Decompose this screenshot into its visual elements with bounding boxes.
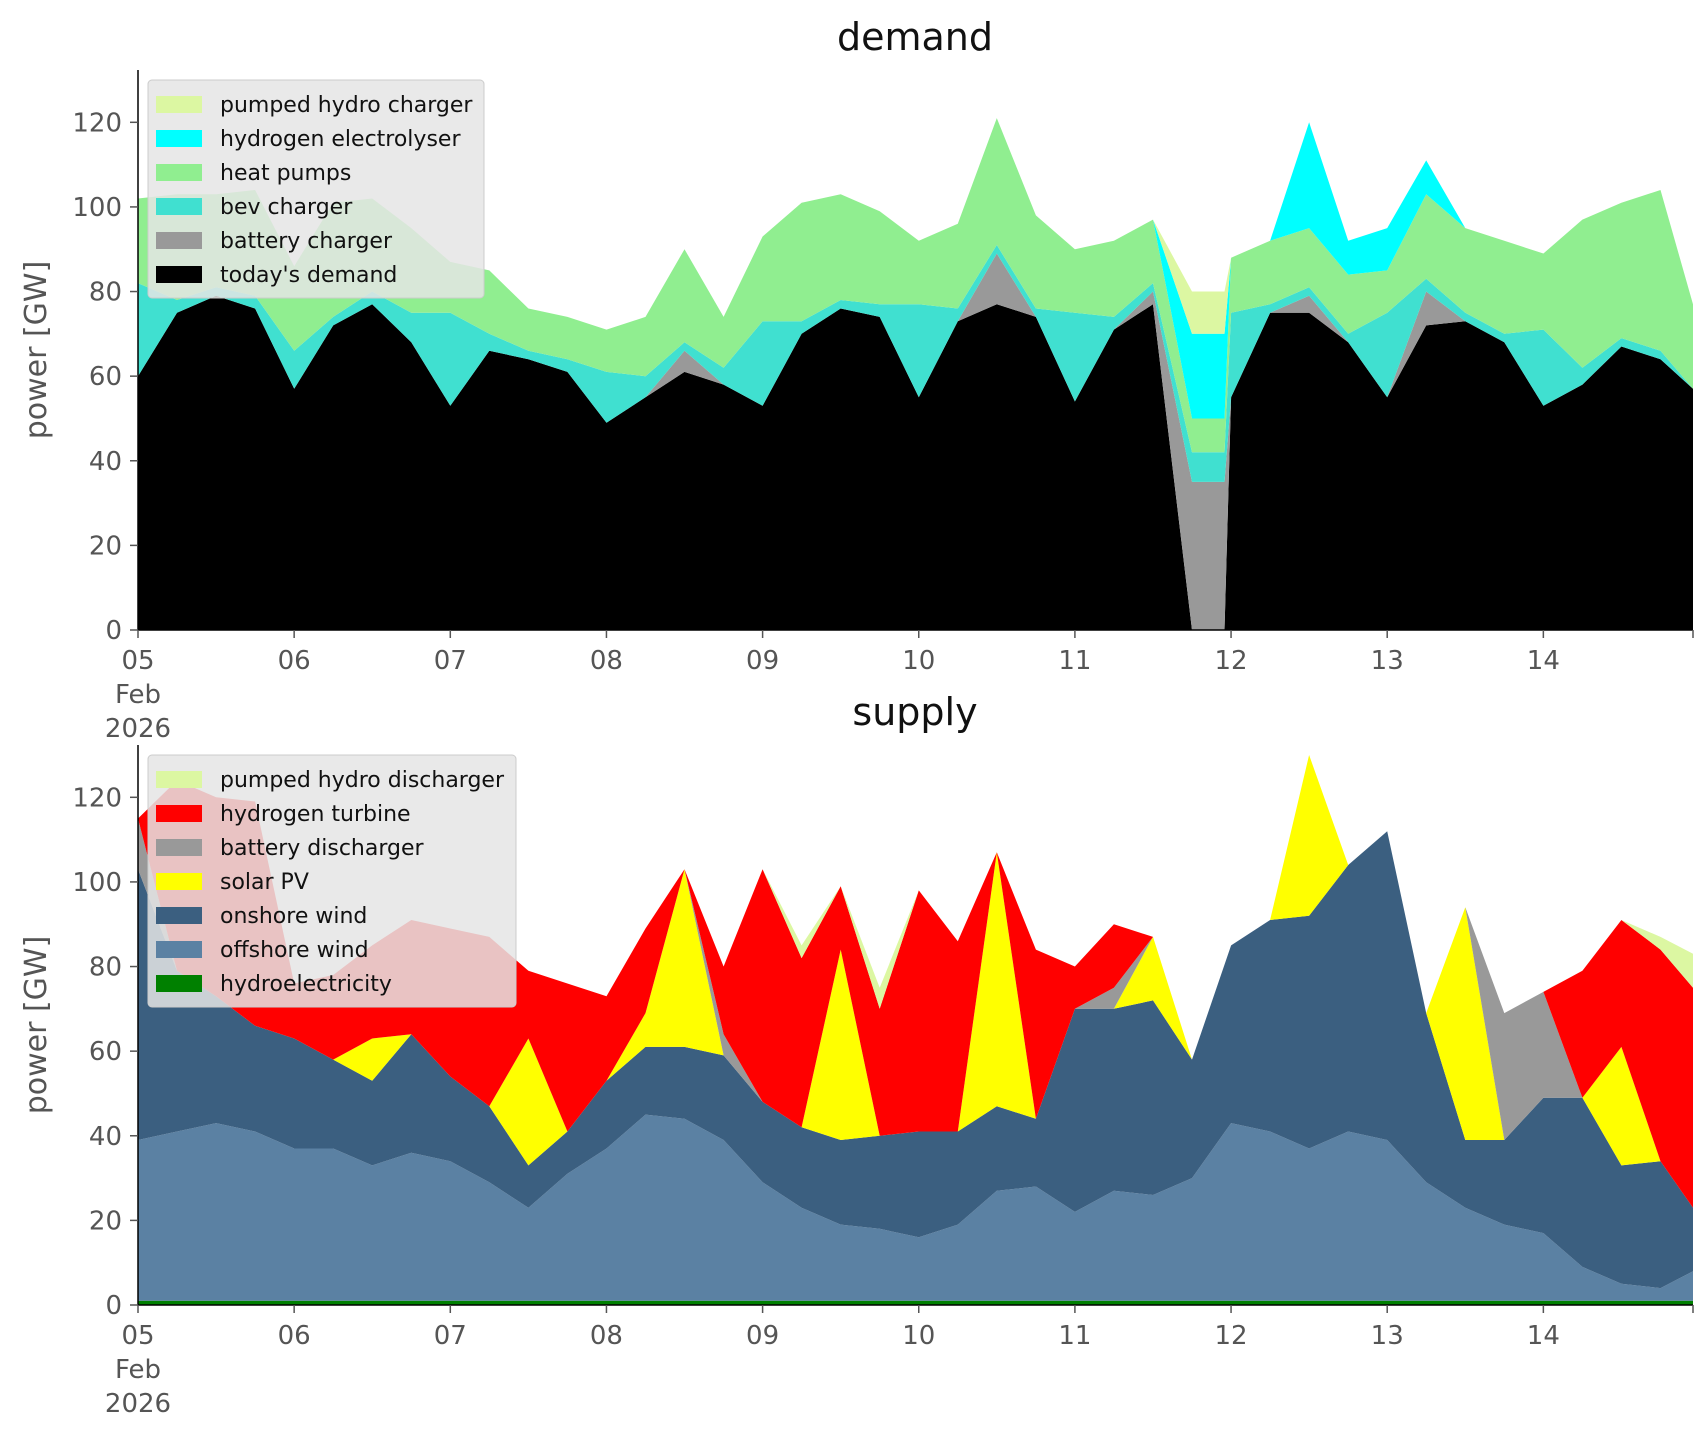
demand-legend: pumped hydro charger hydrogen electrolyse… [147,79,485,299]
demand-legend-swatch-bev-charger [156,198,202,215]
supply-legend-swatch-onshore-wind [156,907,202,924]
demand-x-tick-label: 06 [278,646,311,676]
demand-y-tick-label: 0 [105,616,122,646]
supply-axes: 0 20 40 60 80 100 120 05 06 07 08 09 10 11 12 13 14 Feb 20… [72,745,1694,1419]
supply-y-axis-label: power [GW] [19,936,54,1115]
supply-x-tick-label: 14 [1527,1321,1560,1351]
demand-x-tick-month: Feb [115,680,161,710]
supply-x-tick-label: 10 [902,1321,935,1351]
demand-x-tick-label: 10 [902,646,935,676]
supply-chart-title: supply [852,690,977,734]
demand-legend-swatch-pumped-hydro-charger [156,96,202,113]
demand-x-tick-label: 09 [746,646,779,676]
supply-area-solar-pv [138,755,1693,1208]
supply-y-tick-label: 0 [105,1291,122,1321]
demand-series-areas [138,118,1693,630]
demand-x-tick-label: 14 [1527,646,1560,676]
supply-x-tick-label: 08 [590,1321,623,1351]
demand-y-axis-label: power [GW] [19,261,54,440]
supply-area-hydrogen-turbine [138,755,1693,1208]
supply-area-hydroelectricity [138,1300,1693,1305]
supply-x-tick-month: Feb [115,1355,161,1385]
supply-x-tick-label: 11 [1058,1321,1091,1351]
demand-legend-swatch-heat-pumps [156,164,202,181]
demand-area-hydrogen-electrolyser [138,118,1693,419]
demand-legend-swatch-battery-charger [156,232,202,249]
supply-legend-swatch-offshore-wind [156,941,202,958]
supply-area-offshore-wind [138,1114,1693,1301]
demand-legend-swatch-hydrogen-electrolyser [156,130,202,147]
demand-legend-label-pumped-hydro-charger: pumped hydro charger [220,93,473,118]
supply-x-tick-label: 12 [1215,1321,1248,1351]
demand-x-tick-label: 05 [121,646,154,676]
demand-x-tick-year: 2026 [105,714,171,744]
demand-legend-swatch-today-s-demand [156,266,202,283]
supply-legend-box [147,754,517,1008]
demand-legend-label-today-s-demand: today's demand [220,263,397,288]
supply-x-tick-label: 09 [746,1321,779,1351]
demand-y-tick-label: 60 [89,362,122,392]
demand-x-tick-label: 08 [590,646,623,676]
demand-area-today-s-demand [138,295,1693,630]
demand-area-heat-pumps [138,118,1693,453]
demand-x-tick-label: 07 [434,646,467,676]
supply-y-tick-label: 120 [72,783,122,813]
demand-x-tick-label: 13 [1371,646,1404,676]
supply-x-tick-label: 06 [278,1321,311,1351]
supply-y-tick-label: 20 [89,1206,122,1236]
demand-area-bev-charger [138,245,1693,482]
demand-legend-box [147,79,485,299]
supply-legend-label-hydroelectricity: hydroelectricity [220,972,392,997]
supply-legend-label-onshore-wind: onshore wind [220,904,367,929]
demand-y-tick-label: 40 [89,447,122,477]
demand-legend-label-battery-charger: battery charger [220,229,393,254]
supply-legend-label-hydrogen-turbine: hydrogen turbine [220,802,411,827]
supply-y-tick-label: 100 [72,868,122,898]
supply-legend-swatch-solar-pv [156,873,202,890]
supply-legend-swatch-hydrogen-turbine [156,805,202,822]
supply-legend-label-pumped-hydro-discharger: pumped hydro discharger [220,768,505,793]
supply-y-tick-label: 80 [89,953,122,983]
demand-y-tick-label: 80 [89,278,122,308]
demand-y-tick-label: 20 [89,531,122,561]
demand-legend-label-hydrogen-electrolyser: hydrogen electrolyser [220,127,461,152]
demand-legend-label-bev-charger: bev charger [220,195,353,220]
supply-x-tick-label: 07 [434,1321,467,1351]
supply-x-tick-label: 13 [1371,1321,1404,1351]
supply-y-tick-label: 40 [89,1122,122,1152]
supply-legend-swatch-hydroelectricity [156,975,202,992]
supply-legend-swatch-battery-discharger [156,839,202,856]
demand-y-tick-label: 120 [72,108,122,138]
supply-series-areas [138,755,1693,1305]
supply-legend-swatch-pumped-hydro-discharger [156,771,202,788]
supply-area-onshore-wind [138,831,1693,1289]
supply-x-tick-label: 05 [121,1321,154,1351]
supply-y-tick-label: 60 [89,1037,122,1067]
demand-y-tick-label: 100 [72,193,122,223]
supply-legend: pumped hydro discharger hydrogen turbine b… [147,754,517,1008]
demand-chart-title: demand [837,15,993,59]
demand-x-tick-label: 12 [1215,646,1248,676]
demand-x-tick-label: 11 [1058,646,1091,676]
demand-axes: 0 20 40 60 80 100 120 05 06 07 08 09 10 11 12 13 14 Feb 20… [72,70,1694,744]
supply-legend-label-battery-discharger: battery discharger [220,836,425,861]
supply-x-tick-year: 2026 [105,1389,171,1419]
supply-legend-label-offshore-wind: offshore wind [220,938,369,963]
supply-legend-label-solar-pv: solar PV [220,870,309,895]
demand-legend-label-heat-pumps: heat pumps [220,161,351,186]
